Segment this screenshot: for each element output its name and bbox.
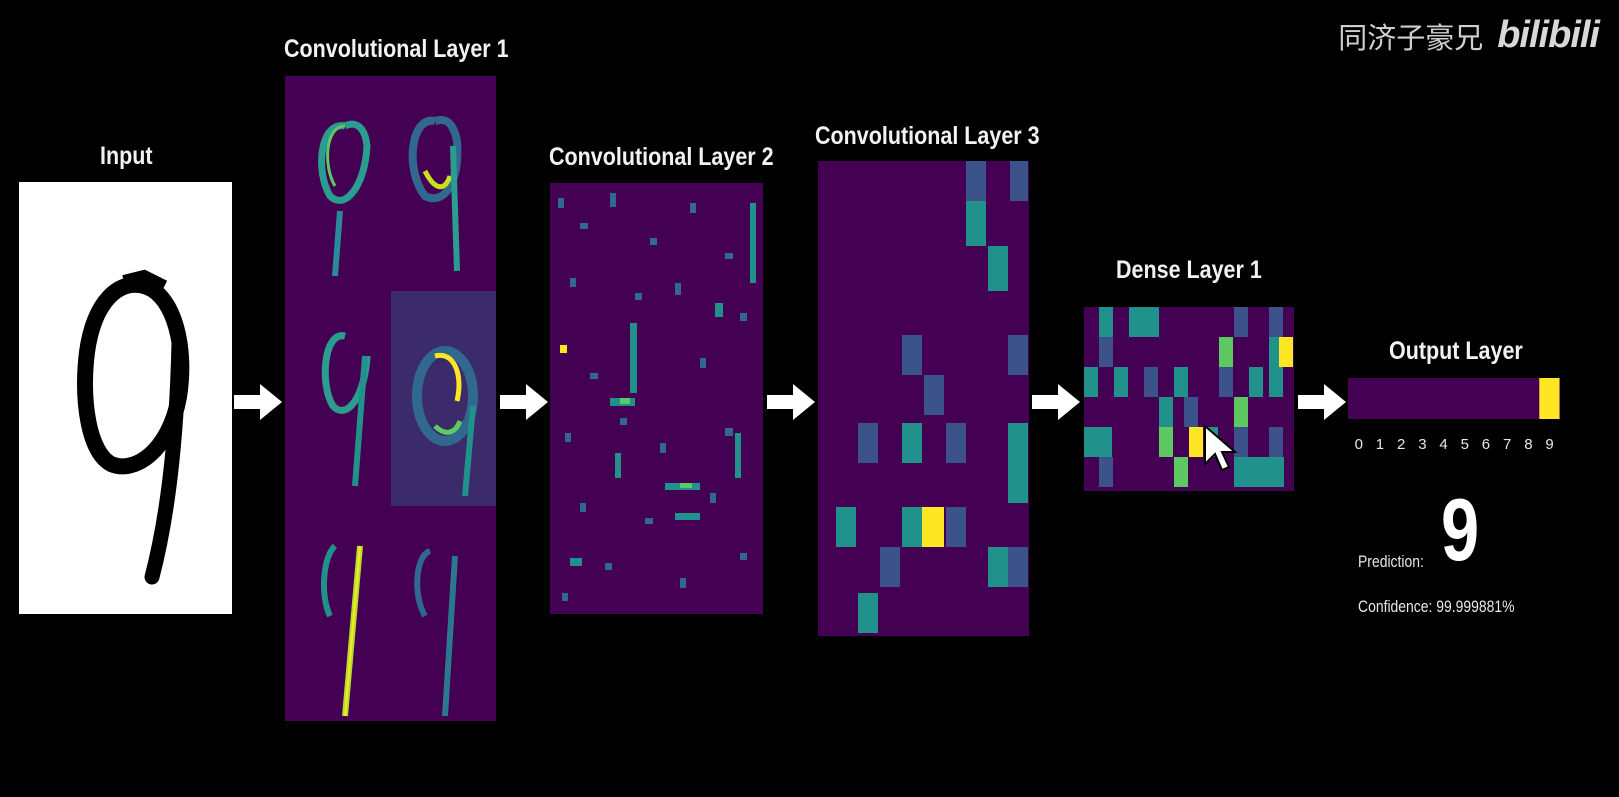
output-bar-5 (1454, 378, 1475, 419)
conv3-activation-grid (836, 161, 1028, 633)
output-tick-7: 7 (1503, 436, 1512, 453)
output-tick-8: 8 (1524, 436, 1533, 453)
conv2-activation-grid (558, 193, 756, 601)
input-image (19, 182, 232, 614)
output-tick-3: 3 (1418, 436, 1427, 453)
output-activations (1348, 378, 1560, 419)
dense1-title: Dense Layer 1 (1116, 256, 1262, 284)
dense1-activation-grid (1084, 307, 1293, 487)
output-tick-9: 9 (1545, 436, 1554, 453)
output-bar-9 (1539, 378, 1560, 419)
output-bar-3 (1412, 378, 1433, 419)
arrow-icon (234, 384, 282, 420)
conv3-feature-maps (818, 161, 1029, 636)
prediction-label: Prediction: (1358, 552, 1424, 571)
arrow-icon (500, 384, 548, 420)
output-tick-2: 2 (1397, 436, 1406, 453)
output-bar-8 (1518, 378, 1539, 419)
conv1-title: Convolutional Layer 1 (284, 35, 509, 63)
output-tick-6: 6 (1481, 436, 1491, 453)
output-bar-strip (1348, 378, 1560, 419)
output-title: Output Layer (1389, 337, 1523, 365)
output-tick-5: 5 (1460, 436, 1469, 453)
watermark-channel: 同济子豪兄 (1338, 20, 1484, 55)
output-bar-0 (1348, 378, 1369, 419)
arrow-icon (767, 384, 815, 420)
prediction-value: 9 (1441, 480, 1480, 579)
conv3-title: Convolutional Layer 3 (815, 122, 1040, 150)
conv2-feature-maps (550, 183, 763, 614)
output-bar-4 (1433, 378, 1454, 419)
conv1-feature-maps (285, 76, 496, 721)
output-bar-6 (1475, 378, 1496, 419)
conv2-title: Convolutional Layer 2 (549, 143, 774, 171)
dense1-activations (1084, 307, 1294, 491)
output-bar-1 (1369, 378, 1390, 419)
output-tick-1: 1 (1375, 436, 1385, 453)
handwritten-digit-nine (77, 269, 190, 585)
input-title: Input (100, 142, 153, 170)
arrow-icon (1298, 384, 1346, 420)
arrow-icon (1032, 384, 1080, 420)
bilibili-logo: bilibili (1497, 14, 1600, 56)
output-tick-4: 4 (1439, 436, 1448, 453)
watermark: 同济子豪兄 bilibili (1338, 14, 1600, 57)
confidence-label: Confidence: 99.999881% (1358, 597, 1515, 616)
conv1-feature-map-grid (318, 116, 496, 717)
output-tick-0: 0 (1354, 436, 1363, 453)
output-bar-2 (1390, 378, 1412, 419)
mouse-cursor-icon (1204, 424, 1238, 472)
output-bar-7 (1496, 378, 1518, 419)
